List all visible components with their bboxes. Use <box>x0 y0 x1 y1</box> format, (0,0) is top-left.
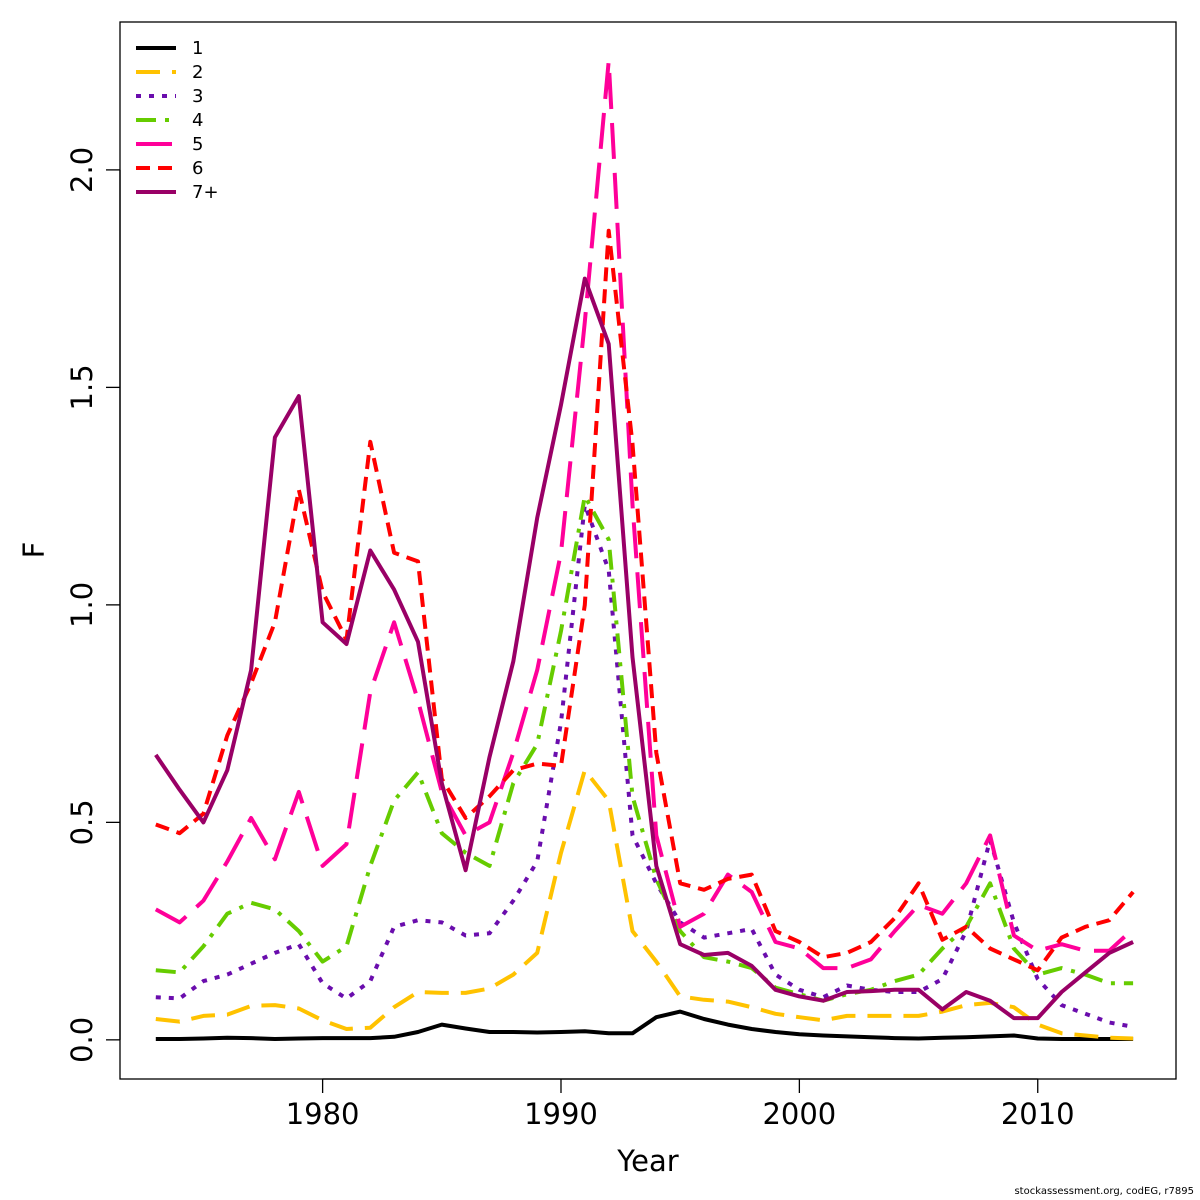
y-tick-label: 1.0 <box>65 582 99 628</box>
series-line-6 <box>155 228 1135 973</box>
series-line-1 <box>155 1009 1134 1041</box>
series-line-2 <box>155 768 1134 1041</box>
legend-label: 6 <box>192 158 203 179</box>
x-tick-label: 1980 <box>286 1097 360 1131</box>
series-line-5 <box>154 59 1135 971</box>
legend-label: 2 <box>192 62 203 83</box>
y-tick-label: 0.5 <box>65 799 99 845</box>
series-line-7plus <box>154 276 1134 1021</box>
x-axis-title: Year <box>616 1144 678 1178</box>
legend-label: 5 <box>192 134 203 155</box>
x-tick-label: 2000 <box>762 1097 836 1131</box>
y-tick-label: 0.0 <box>65 1017 99 1063</box>
series-lines <box>154 59 1135 1041</box>
plot-frame <box>119 21 1177 1080</box>
x-tick-label: 1990 <box>524 1097 598 1131</box>
legend-label: 4 <box>192 110 203 131</box>
series-line-4 <box>155 494 1134 1003</box>
y-axis-title: F <box>17 542 51 559</box>
y-axis: 0.0 0.5 1.0 1.5 2.0 <box>65 147 121 1063</box>
x-tick-label: 2010 <box>1001 1097 1075 1131</box>
y-tick-label: 1.5 <box>65 364 99 410</box>
legend-label: 7+ <box>192 182 219 203</box>
x-axis: 1980 1990 2000 2010 <box>286 1078 1075 1131</box>
legend-label: 1 <box>192 38 203 59</box>
legend-label: 3 <box>192 86 203 107</box>
legend: 1 2 3 4 5 6 7+ <box>136 38 219 203</box>
y-tick-label: 2.0 <box>65 147 99 193</box>
credit-text: stockassessment.org, codEG, r7895 <box>1014 1186 1194 1197</box>
